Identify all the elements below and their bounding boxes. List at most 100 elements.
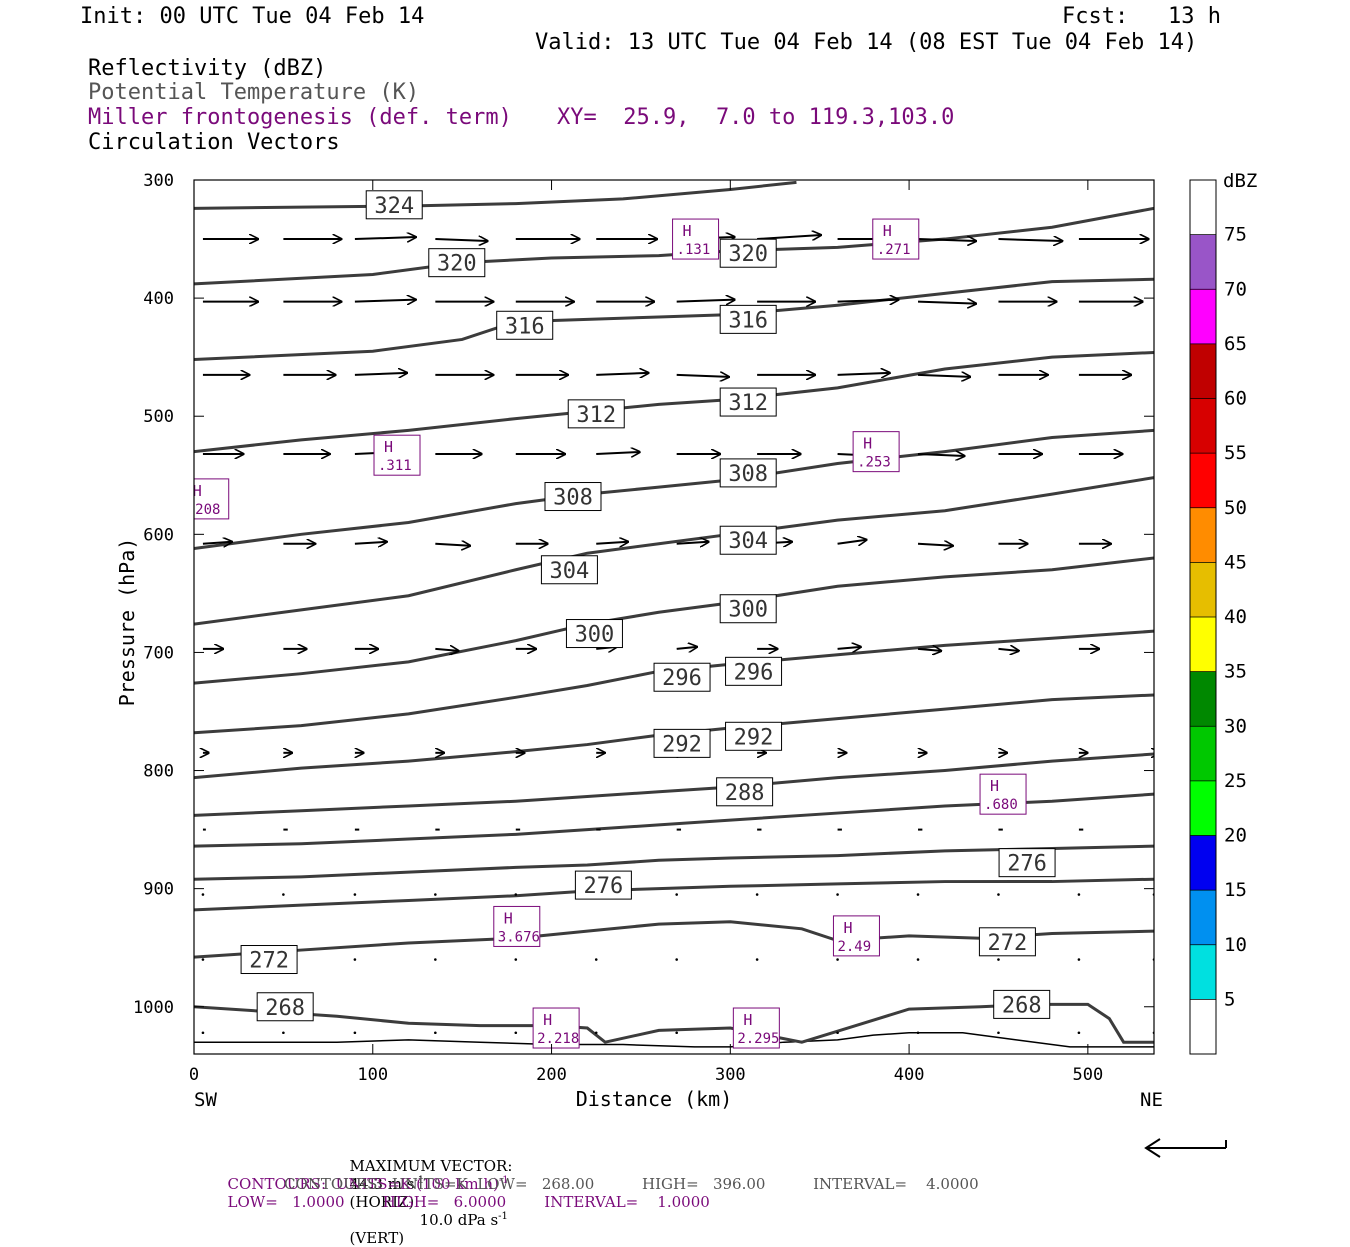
theta-label-text: 272 [249, 949, 289, 974]
theta-label-text: 272 [988, 931, 1028, 956]
circulation-vector [837, 647, 861, 649]
fronto-max-box [832, 915, 880, 957]
x-tick-label: 400 [894, 1065, 925, 1085]
vector-dot [594, 1031, 598, 1035]
theta-label: 300 [719, 594, 777, 624]
theta-label-box [540, 555, 598, 585]
theta-label-text: 268 [1002, 993, 1042, 1018]
vector-dot [201, 893, 205, 896]
vector-dot [1077, 958, 1081, 961]
colorbar-segment [1190, 726, 1216, 781]
fronto-max-box [373, 434, 421, 476]
circulation-vector [435, 239, 487, 241]
vector-dot [353, 958, 357, 961]
theta-label: 268 [993, 989, 1051, 1019]
colorbar-label: 65 [1224, 333, 1247, 355]
theta-label-box [716, 777, 774, 807]
circulation-vector [998, 649, 1018, 651]
init-time: Init: 00 UTC Tue 04 Feb 14 [80, 4, 425, 29]
vector-dot [514, 1031, 518, 1035]
theta-contour-276 [194, 877, 1154, 912]
x-tick-label: 500 [1072, 1065, 1103, 1085]
fronto-max-marker: H 2.295 [732, 1007, 780, 1049]
colorbar-segment [1190, 562, 1216, 617]
fronto-max-label: H [504, 909, 513, 927]
fronto-max-marker: H 2.218 [532, 1007, 580, 1049]
theta-label: 308 [544, 482, 602, 512]
theta-label: 276 [998, 848, 1056, 878]
fronto-max-value: .271 [877, 242, 911, 258]
theta-label-box [719, 525, 777, 555]
circulation-vector [917, 302, 976, 304]
vector-dot [675, 1031, 678, 1035]
theta-label-box [567, 399, 625, 429]
theta-contour-288 [194, 752, 1154, 817]
fronto-contour-range: LOW= 1.0000 HIGH= 6.0000 INTERVAL= 1.000… [227, 1193, 710, 1211]
colorbar-label: 20 [1224, 825, 1247, 847]
theta-label: 296 [653, 662, 711, 692]
fronto-max-box [979, 773, 1027, 815]
theta-label: 324 [365, 190, 423, 220]
theta-contour-300 [194, 556, 1154, 685]
colorbar-label: 70 [1224, 278, 1247, 300]
circulation-vector [354, 542, 387, 544]
fronto-max-box [872, 218, 920, 260]
vector-dot [434, 958, 437, 961]
theta-label-box [993, 989, 1051, 1019]
circulation-vector [757, 235, 821, 239]
theta-label: 288 [716, 777, 774, 807]
vector-dot [836, 893, 839, 896]
theta-label: 316 [496, 310, 554, 340]
vector-dot [836, 1031, 839, 1035]
fronto-max-value: 2.295 [737, 1031, 779, 1047]
theta-label-text: 316 [505, 314, 545, 339]
theta-label: 308 [719, 458, 777, 488]
theta-label: 272 [240, 945, 298, 975]
colorbar-label: 55 [1224, 442, 1247, 464]
fronto-max-marker: H .131 [672, 218, 720, 260]
theta-label-text: 276 [1007, 852, 1047, 877]
fronto-max-value: .311 [378, 458, 412, 474]
theta-label-box [496, 310, 554, 340]
fronto-max-marker: H .311 [373, 434, 421, 476]
colorbar-segment [1190, 180, 1216, 235]
theta-label: 272 [978, 927, 1036, 957]
theta-label-box [365, 190, 423, 220]
fronto-max-marker: H .253 [852, 431, 900, 473]
theta-label: 320 [428, 248, 486, 278]
theta-label-box [998, 848, 1056, 878]
colorbar-title: dBZ [1223, 170, 1257, 192]
vector-dot [201, 1031, 205, 1035]
theta-label-text: 300 [575, 623, 615, 648]
theta-label: 292 [725, 721, 783, 751]
fronto-max-value: .131 [677, 242, 711, 258]
theta-label-text: 296 [734, 660, 774, 685]
theta-label-box [725, 656, 783, 686]
theta-label-box [719, 458, 777, 488]
theta-label-box [653, 662, 711, 692]
theta-label: 300 [565, 619, 623, 649]
fronto-max-marker: H .680 [979, 773, 1027, 815]
circulation-vector [837, 373, 890, 375]
circulation-vector [354, 373, 407, 375]
terrain-line [194, 1031, 1154, 1048]
vector-dot [434, 1031, 437, 1035]
valid-time: Valid: 13 UTC Tue 04 Feb 14 (08 EST Tue … [535, 30, 1198, 55]
fronto-max-box [493, 905, 541, 947]
colorbar-segment [1190, 671, 1216, 727]
colorbar-segment [1190, 343, 1216, 399]
colorbar-label: 30 [1224, 715, 1247, 737]
colorbar-segment [1190, 398, 1216, 454]
vector-dot [916, 958, 920, 961]
max-vector-horiz-exp: -1 [414, 1175, 425, 1186]
theta-contour-304 [194, 476, 1154, 626]
fronto-max-label: H [193, 482, 202, 500]
circulation-vector [998, 239, 1062, 241]
circulation-vector [354, 237, 416, 239]
vector-dot [514, 958, 518, 961]
theta-contour-280 [194, 844, 1154, 881]
theta-label-box [240, 945, 298, 975]
y-tick-label: 500 [143, 407, 174, 427]
theta-label-text: 308 [728, 462, 768, 487]
vector-dot [353, 893, 357, 896]
